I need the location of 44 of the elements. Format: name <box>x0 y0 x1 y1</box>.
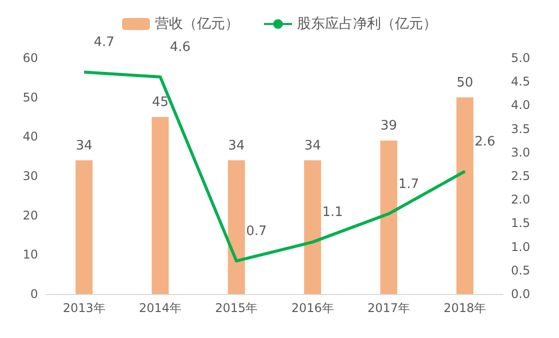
y-tick-label: 0 <box>30 287 38 301</box>
data-label: 45 <box>152 95 169 110</box>
data-label: 1.1 <box>322 205 343 220</box>
data-label: 34 <box>228 138 245 154</box>
y-tick-label: 10 <box>22 248 38 262</box>
bar <box>152 117 169 294</box>
x-tick-label: 2017年 <box>367 301 410 315</box>
y2-tick-label: 1.5 <box>511 216 530 230</box>
y2-tick-label: 3.5 <box>511 122 530 136</box>
y2-tick-label: 0.0 <box>511 287 530 301</box>
data-label: 4.7 <box>94 35 114 50</box>
x-tick-label: 2015年 <box>215 301 258 315</box>
y2-tick-label: 2.0 <box>511 192 530 207</box>
x-tick-label: 2018年 <box>444 301 486 315</box>
y2-tick-label: 0.5 <box>511 263 530 278</box>
y2-tick-label: 4.5 <box>511 74 530 89</box>
y2-tick-label: 3.0 <box>511 145 530 160</box>
y2-tick-label: 1.0 <box>511 240 530 254</box>
data-label: 4.6 <box>170 40 191 55</box>
bar <box>76 160 93 294</box>
x-tick-label: 2014年 <box>138 301 182 315</box>
data-label: 34 <box>76 138 92 154</box>
data-label: 50 <box>456 75 474 90</box>
bar <box>380 140 398 294</box>
y2-tick-label: 5.0 <box>511 51 530 65</box>
data-label: 1.7 <box>398 176 420 192</box>
data-label: 2.6 <box>474 134 496 150</box>
data-label: 39 <box>380 118 398 134</box>
bar <box>456 97 474 294</box>
legend-label: 股东应占净利（亿元） <box>297 16 437 32</box>
legend-label: 营收（亿元） <box>155 16 239 32</box>
bar <box>228 160 245 294</box>
y2-tick-label: 2.5 <box>511 169 530 183</box>
y-tick-label: 20 <box>22 208 38 222</box>
x-tick-label: 2013年 <box>62 301 106 315</box>
y2-tick-label: 4.0 <box>511 98 530 112</box>
y-tick-label: 40 <box>22 130 38 144</box>
y-tick-label: 30 <box>22 169 38 183</box>
y-tick-label: 50 <box>22 90 38 104</box>
x-tick-label: 2016年 <box>291 301 334 315</box>
bar <box>304 160 322 294</box>
data-label: 0.7 <box>246 224 267 239</box>
y-tick-label: 60 <box>22 51 38 65</box>
data-label: 34 <box>304 138 321 154</box>
